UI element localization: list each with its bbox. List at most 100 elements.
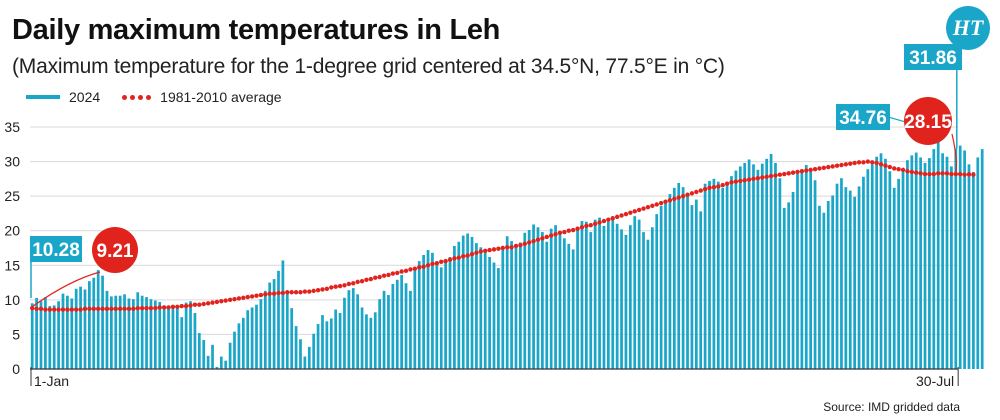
temp-bar	[672, 187, 676, 369]
avg-dot	[614, 214, 620, 220]
avg-dot	[254, 293, 259, 298]
avg-dot	[126, 306, 132, 312]
temp-bar	[774, 162, 777, 369]
temp-bar	[963, 150, 966, 369]
avg-dot	[69, 307, 74, 312]
avg-dot	[377, 274, 382, 280]
temp-bar	[189, 301, 192, 369]
temp-bar	[505, 236, 509, 369]
avg-dot	[197, 302, 202, 307]
avg-dot	[645, 205, 651, 210]
temp-bar	[875, 156, 878, 369]
avg-dot	[821, 165, 827, 170]
temp-bar	[338, 312, 342, 369]
avg-dot	[51, 307, 57, 312]
avg-dot	[29, 305, 35, 311]
avg-dot	[742, 178, 747, 183]
temp-bar	[426, 250, 430, 369]
avg-dot	[535, 237, 541, 242]
temp-bar	[202, 339, 206, 369]
avg-dot	[782, 171, 787, 177]
temp-bar	[567, 243, 571, 369]
avg-dot	[153, 305, 158, 311]
avg-dot	[812, 166, 818, 172]
temp-bar	[307, 346, 311, 369]
temp-bar	[721, 187, 725, 369]
temp-bar	[523, 232, 527, 369]
annotation-leader	[951, 133, 957, 173]
avg-dot	[236, 296, 242, 301]
temp-bar	[369, 317, 373, 369]
temp-bar	[444, 261, 447, 369]
temp-bar	[835, 183, 839, 369]
temp-bar	[919, 157, 922, 369]
avg-dot	[135, 305, 140, 311]
temp-bar	[738, 166, 742, 369]
temp-bar	[250, 307, 254, 369]
temp-bar	[554, 225, 557, 369]
temp-bar	[972, 171, 975, 369]
temp-bar	[136, 292, 140, 369]
avg-dot	[399, 269, 404, 274]
avg-dot	[883, 163, 888, 168]
y-tick-label: 10	[4, 292, 20, 308]
chart-subtitle: (Maximum temperature for the 1-degree gr…	[12, 55, 725, 78]
avg-dot	[892, 166, 897, 171]
temp-bar	[48, 306, 52, 369]
annotation-leader	[32, 271, 101, 307]
avg-dot	[786, 171, 791, 176]
chart-title: Daily maximum temperatures in Leh	[12, 14, 501, 46]
avg-dot	[175, 304, 180, 309]
legend-label-2024: 2024	[69, 89, 101, 105]
temp-bar	[39, 301, 43, 369]
temp-bar	[140, 295, 144, 369]
avg-dot	[716, 184, 721, 189]
temp-bar	[541, 232, 544, 369]
avg-dot	[760, 175, 765, 180]
avg-dot	[927, 171, 932, 177]
temp-bar	[492, 262, 496, 369]
avg-dot	[870, 160, 875, 165]
temp-bar	[787, 202, 791, 369]
temp-bar	[765, 158, 769, 369]
temp-bar	[549, 228, 553, 369]
avg-dot	[447, 257, 453, 262]
avg-dot	[914, 170, 919, 175]
avg-dot	[408, 267, 413, 272]
avg-dot	[746, 177, 752, 182]
avg-dot	[852, 160, 857, 166]
temp-bar	[545, 241, 549, 369]
avg-dot	[755, 175, 761, 181]
y-tick-label: 15	[4, 257, 20, 273]
avg-dot	[478, 249, 484, 254]
avg-dot	[293, 290, 299, 295]
temp-bar	[527, 230, 531, 369]
temp-bar	[897, 178, 900, 369]
avg-dot	[632, 209, 637, 214]
temp-bar	[826, 200, 830, 369]
temp-bar	[945, 156, 949, 369]
avg-dot	[738, 178, 743, 184]
avg-dot	[848, 161, 853, 166]
temp-bar	[299, 339, 302, 369]
temp-bar	[967, 164, 971, 369]
avg-dot	[364, 277, 369, 283]
annotation-peak-box	[836, 104, 890, 130]
temp-bar	[400, 274, 404, 369]
temp-bar	[576, 228, 579, 369]
avg-dot	[834, 163, 840, 168]
temp-bar	[110, 296, 113, 369]
avg-dot	[131, 306, 136, 312]
avg-dot	[953, 171, 959, 177]
temp-bar	[831, 195, 835, 369]
temp-bar	[219, 356, 223, 369]
avg-dot	[443, 258, 448, 264]
avg-dot	[144, 305, 149, 311]
temp-bar	[862, 176, 865, 369]
avg-dot	[192, 302, 198, 307]
avg-dot	[170, 304, 176, 309]
temp-bar	[950, 166, 953, 369]
avg-dot	[896, 166, 901, 172]
temp-bar	[329, 318, 333, 369]
temp-bar	[92, 277, 96, 369]
